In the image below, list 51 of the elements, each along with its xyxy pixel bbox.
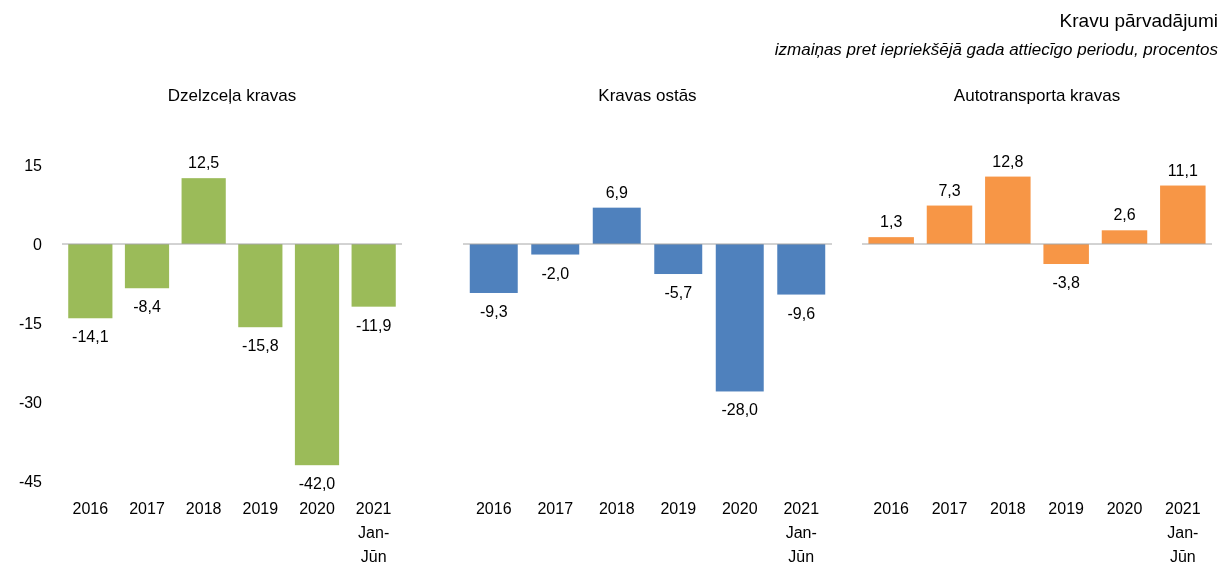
data-label: -3,8 — [1052, 274, 1081, 292]
bar — [1101, 230, 1148, 244]
data-label: -15,8 — [242, 337, 279, 355]
y-tick-label: 0 — [33, 236, 43, 253]
data-label: 7,3 — [938, 181, 961, 199]
data-label: -9,6 — [787, 304, 816, 322]
data-label: -11,9 — [356, 316, 392, 334]
x-tick-label: 2021 Jan-Jūn — [355, 500, 392, 565]
x-tick-label: 2016 — [873, 500, 910, 517]
x-tick-label: 2016 — [475, 500, 512, 517]
chart-title: Kravas ostās — [598, 86, 697, 105]
data-label: -9,3 — [479, 302, 508, 320]
chart-title: Autotransporta kravas — [953, 86, 1121, 105]
x-tick-label: 2019 — [1048, 500, 1085, 517]
x-tick-label: 2021 Jan-Jūn — [783, 500, 820, 565]
data-label: -5,7 — [664, 284, 693, 302]
x-tick-label: 2019 — [660, 500, 697, 517]
y-tick-label: -45 — [18, 473, 43, 490]
x-tick-label: 2021 Jan-Jūn — [1165, 500, 1201, 565]
x-tick-label: 2020 — [1106, 500, 1143, 517]
data-label: 1,3 — [880, 213, 903, 231]
text: Kravu pārvadājumi — [1059, 10, 1218, 31]
x-tick-label: 2018 — [598, 500, 635, 517]
x-tick-label: 2018 — [990, 500, 1026, 517]
x-tick-label: 2016 — [72, 500, 109, 517]
x-tick-label: 2017 — [931, 500, 968, 517]
x-tick-label: 2020 — [299, 500, 335, 517]
x-tick-label: 2017 — [537, 500, 574, 517]
x-tick-label: 2017 — [129, 500, 165, 517]
data-label: 12,5 — [188, 154, 220, 172]
text: izmaiņas pret iepriekšējā gada attiecīgo periodu, procentos — [774, 40, 1219, 59]
x-tick-label: 2018 — [185, 500, 222, 517]
bar — [926, 205, 973, 244]
data-label: -28,0 — [721, 401, 759, 419]
x-tick-label: 2020 — [721, 500, 758, 517]
chart-title: Dzelzceļa kravas — [167, 86, 297, 105]
data-label: -42,0 — [298, 475, 336, 493]
data-label: -14,1 — [72, 328, 109, 346]
y-tick-label: -15 — [18, 315, 43, 332]
data-label: 11,1 — [1167, 161, 1198, 179]
bar — [1160, 185, 1206, 244]
x-tick-label: 2019 — [242, 500, 279, 517]
data-label: 6,9 — [605, 183, 628, 201]
bar — [1043, 244, 1089, 265]
data-label: -8,4 — [133, 298, 161, 316]
y-tick-label: -30 — [18, 394, 43, 411]
data-label: 12,8 — [992, 152, 1024, 170]
y-tick-label: 15 — [24, 157, 43, 174]
data-label: -2,0 — [541, 264, 570, 282]
data-label: 2,6 — [1113, 206, 1136, 224]
bar — [985, 176, 1031, 244]
